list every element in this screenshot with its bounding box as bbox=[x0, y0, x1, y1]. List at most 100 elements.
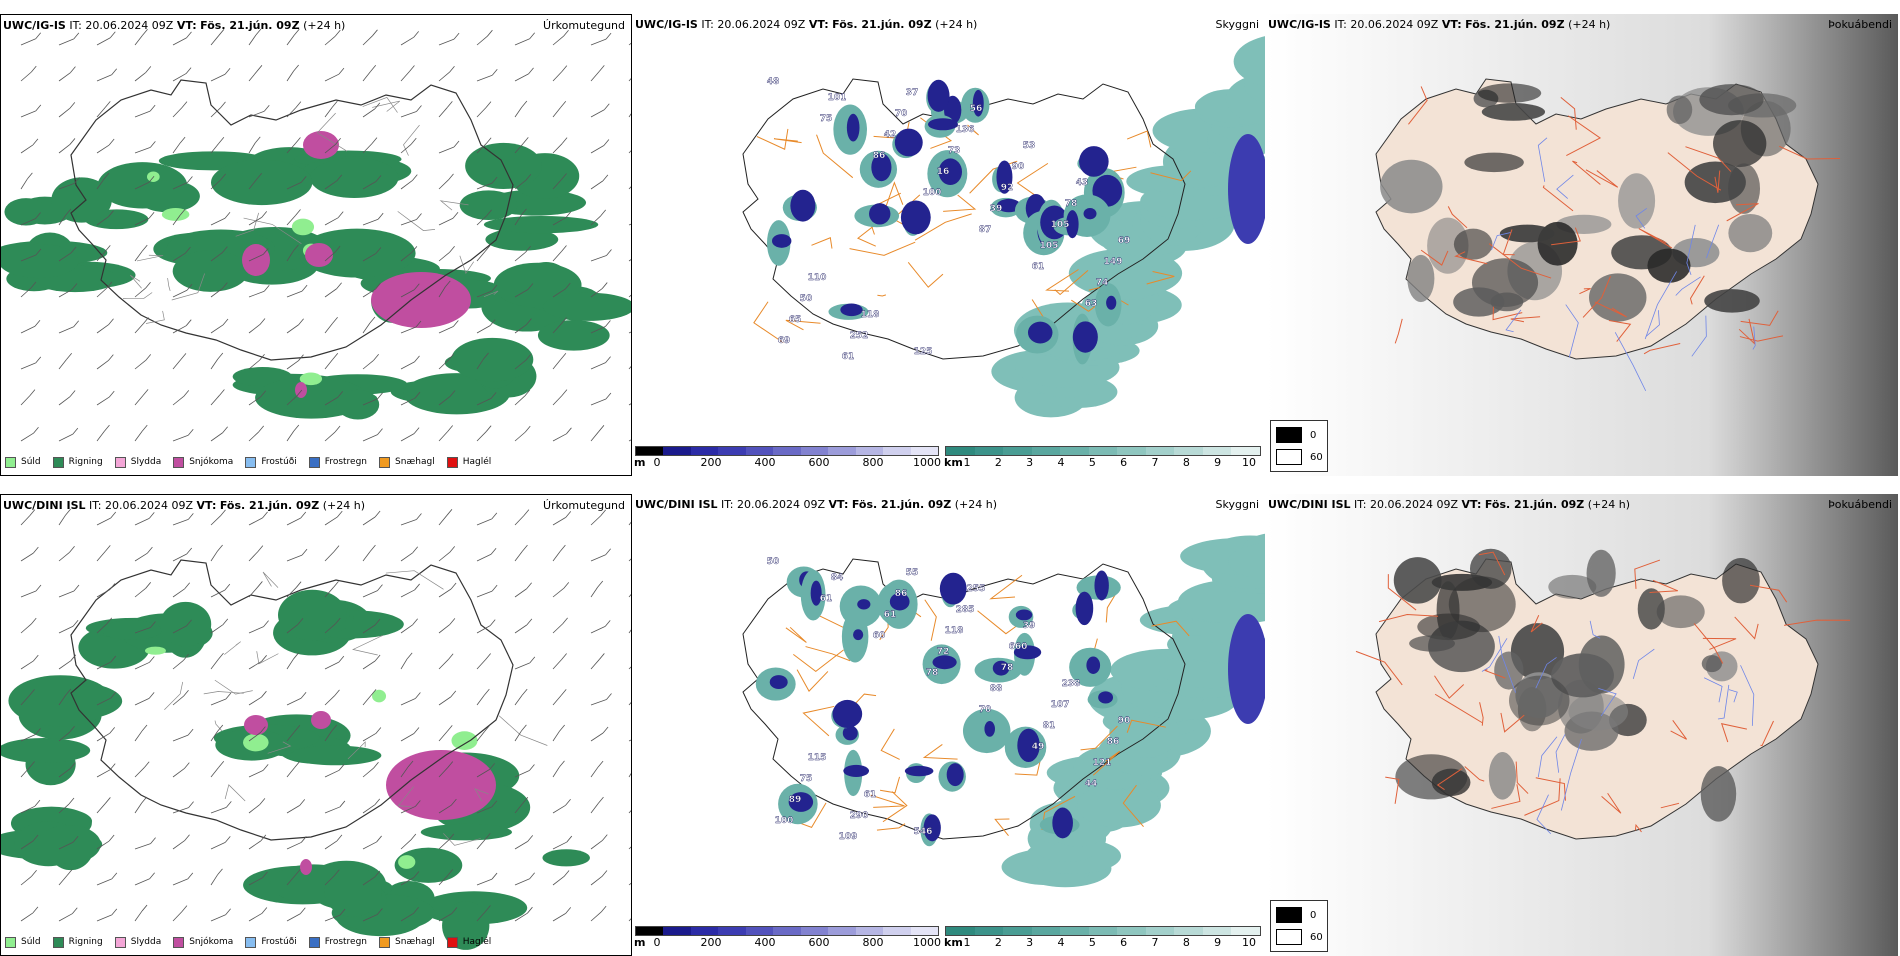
wind-barb bbox=[400, 907, 419, 922]
legend-item: Haglél bbox=[446, 936, 491, 948]
colorbar-tick: 4 bbox=[1057, 936, 1065, 949]
coastline bbox=[70, 79, 514, 361]
wind-barb bbox=[286, 209, 301, 226]
visibility-map[interactable]: 4875861008761636910142163910574656170739… bbox=[633, 14, 1265, 476]
wind-barb bbox=[172, 208, 186, 226]
legend-swatch bbox=[245, 456, 257, 468]
legend-label: Slydda bbox=[130, 937, 162, 947]
wind-barb bbox=[286, 761, 301, 778]
wind-barb bbox=[172, 67, 192, 82]
wind-barb bbox=[248, 798, 266, 814]
wind-barb bbox=[400, 137, 417, 154]
wind-barb bbox=[134, 212, 155, 226]
wind-barb bbox=[476, 688, 490, 706]
wind-barb bbox=[476, 724, 491, 742]
wind-barb bbox=[362, 510, 381, 526]
fog-legend-value: 0 bbox=[1310, 429, 1317, 441]
ceiling-colorbar: m 0 200 400 600 800 1000 bbox=[634, 446, 941, 470]
wind-barb bbox=[20, 834, 39, 850]
wind-barb bbox=[400, 618, 418, 634]
wind-barb bbox=[438, 653, 454, 670]
ceiling-value-label: 16 bbox=[937, 167, 950, 177]
precip-type-map[interactable] bbox=[1, 15, 632, 476]
fog-area bbox=[1481, 103, 1546, 121]
precip-type-panel[interactable]: Súld Rigning Slydda Snjókoma Frostúði Frostre… bbox=[0, 494, 632, 956]
low-ceiling-area bbox=[853, 629, 864, 641]
wind-barb bbox=[514, 764, 535, 778]
ceiling-value-label: 110 bbox=[808, 273, 827, 283]
precip-type-map[interactable] bbox=[1, 495, 632, 956]
wind-barb bbox=[96, 655, 117, 670]
vt-label: VT: bbox=[1441, 18, 1462, 31]
colorbar-tick: 7 bbox=[1151, 936, 1159, 949]
wind-barb bbox=[438, 425, 453, 442]
wind-barb bbox=[552, 173, 567, 190]
low-ceiling-area bbox=[996, 198, 1021, 213]
wind-barb bbox=[514, 688, 528, 706]
fog-area bbox=[1548, 574, 1597, 599]
legend-item: Snæhagl bbox=[379, 936, 435, 948]
wind-barb bbox=[96, 424, 110, 442]
colorbar-tick: 1 bbox=[963, 936, 971, 949]
wind-barb bbox=[96, 101, 111, 118]
legend-item: Súld bbox=[5, 456, 41, 468]
wind-barb bbox=[514, 724, 527, 742]
legend-item: Snjókoma bbox=[173, 936, 233, 948]
ceiling-value-label: 39 bbox=[1023, 621, 1036, 631]
rain-area bbox=[451, 337, 534, 382]
rain-area bbox=[51, 177, 112, 223]
wind-barb bbox=[514, 618, 533, 634]
fog-area bbox=[1407, 254, 1435, 303]
fog-indicator-panel[interactable]: 0 60 UWC/DINI ISL IT: 20.06.2024 09Z VT: F… bbox=[1266, 494, 1898, 956]
colorbar-tick: 2 bbox=[994, 456, 1002, 469]
fog-area bbox=[1380, 159, 1443, 214]
legend-swatch bbox=[114, 936, 126, 948]
rain-area bbox=[136, 179, 200, 213]
ceiling-value-label: 61 bbox=[864, 790, 877, 800]
wind-barb bbox=[514, 137, 529, 154]
ceiling-value-label: 55 bbox=[906, 568, 919, 578]
visibility-map[interactable]: 5061607870494410084617288811218910986118… bbox=[633, 494, 1265, 956]
low-ceiling-area bbox=[788, 792, 814, 812]
snow-area bbox=[300, 859, 312, 875]
fog-indicator-panel[interactable]: 0 60 UWC/IG-IS IT: 20.06.2024 09Z VT: Fös.… bbox=[1266, 14, 1898, 476]
wind-barb bbox=[286, 137, 301, 154]
wind-barb bbox=[476, 763, 496, 778]
visibility-panel[interactable]: 48 75 86 100 87 61 63 69 101 42 16 39 105 74 65 61 70 73 9… bbox=[633, 14, 1265, 476]
wind-barb bbox=[324, 211, 344, 226]
precip-type-panel[interactable]: Súld Rigning Slydda Snjókoma Frostúði Frostre… bbox=[0, 14, 632, 476]
fog-area bbox=[1618, 173, 1656, 229]
low-ceiling-area bbox=[1228, 134, 1265, 244]
wind-barb bbox=[210, 724, 224, 742]
wind-barb bbox=[400, 546, 419, 562]
vt-label: VT: bbox=[808, 18, 829, 31]
wind-barb bbox=[628, 294, 631, 298]
visibility-panel[interactable]: 50 61 60 78 70 49 44 100 84 61 72 88 81 121 89 109 86 118… bbox=[633, 494, 1265, 956]
wind-barb bbox=[324, 174, 343, 190]
ceiling-value-label: 75 bbox=[800, 774, 813, 784]
low-ceiling-area bbox=[1075, 591, 1094, 626]
wind-barb bbox=[58, 762, 76, 778]
wind-barb bbox=[552, 835, 573, 850]
wind-barb bbox=[210, 318, 229, 334]
fog-indicator-map[interactable] bbox=[1266, 14, 1898, 476]
wind-barb bbox=[476, 800, 498, 814]
wind-barb bbox=[324, 617, 341, 634]
ceiling-value-label: 84 bbox=[831, 573, 844, 583]
fog-legend-row: 60 bbox=[1276, 449, 1327, 465]
legend-swatch bbox=[52, 456, 64, 468]
fog-indicator-map[interactable] bbox=[1266, 494, 1898, 956]
wind-barb bbox=[286, 354, 304, 370]
wind-barb bbox=[58, 654, 77, 670]
wind-barb bbox=[628, 42, 631, 46]
vt-value: Fös. 21.jún. 09Z bbox=[200, 19, 300, 32]
wind-barb bbox=[248, 248, 269, 262]
legend-label: Snjókoma bbox=[189, 457, 234, 467]
precip-type-legend: Súld Rigning Slydda Snjókoma Frostúði Frostre… bbox=[5, 933, 491, 951]
low-ceiling-area bbox=[832, 699, 863, 729]
wind-barb bbox=[172, 429, 194, 442]
wind-barb bbox=[172, 283, 193, 298]
wind-barb bbox=[590, 392, 612, 406]
low-ceiling-area bbox=[992, 660, 1010, 676]
panel-variable-label: Úrkomutegund bbox=[543, 19, 625, 32]
